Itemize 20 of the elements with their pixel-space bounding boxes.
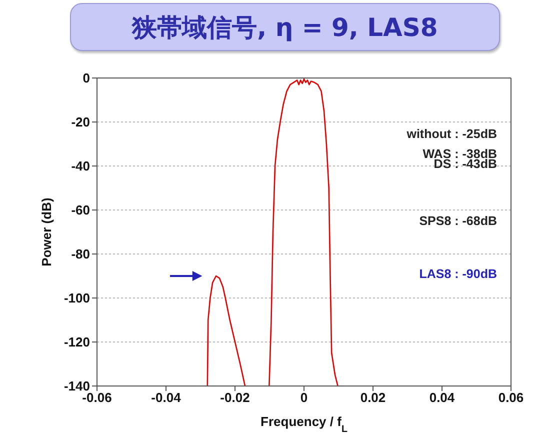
y-tick-label: 0 (82, 70, 90, 86)
annotation: DS : -43dB (434, 157, 497, 171)
x-tick-label: 0.04 (429, 390, 456, 406)
y-tick-label: -20 (71, 114, 90, 130)
y-tick-label: -100 (64, 290, 90, 306)
x-tick-label: -0.02 (220, 390, 250, 406)
x-tick-label: 0.02 (360, 390, 386, 406)
y-tick-label: -60 (71, 202, 90, 218)
y-tick-label: -40 (71, 158, 90, 174)
x-tick-label: -0.04 (151, 390, 182, 406)
chart-title: 狭帯域信号, η = 9, LAS8 (70, 3, 500, 51)
y-tick-label: -80 (71, 246, 90, 262)
x-tick-label: 0.06 (498, 390, 524, 406)
annotation: without : -25dB (406, 127, 497, 141)
y-axis-title: Power (dB) (39, 198, 54, 266)
y-tick-label: -120 (64, 334, 90, 350)
x-axis-title: Frequency / f$_{L}$ (260, 414, 348, 434)
annotation: SPS8 : -68dB (419, 214, 497, 228)
x-tick-label: 0 (300, 390, 308, 406)
annotation: LAS8 : -90dB (419, 267, 497, 281)
